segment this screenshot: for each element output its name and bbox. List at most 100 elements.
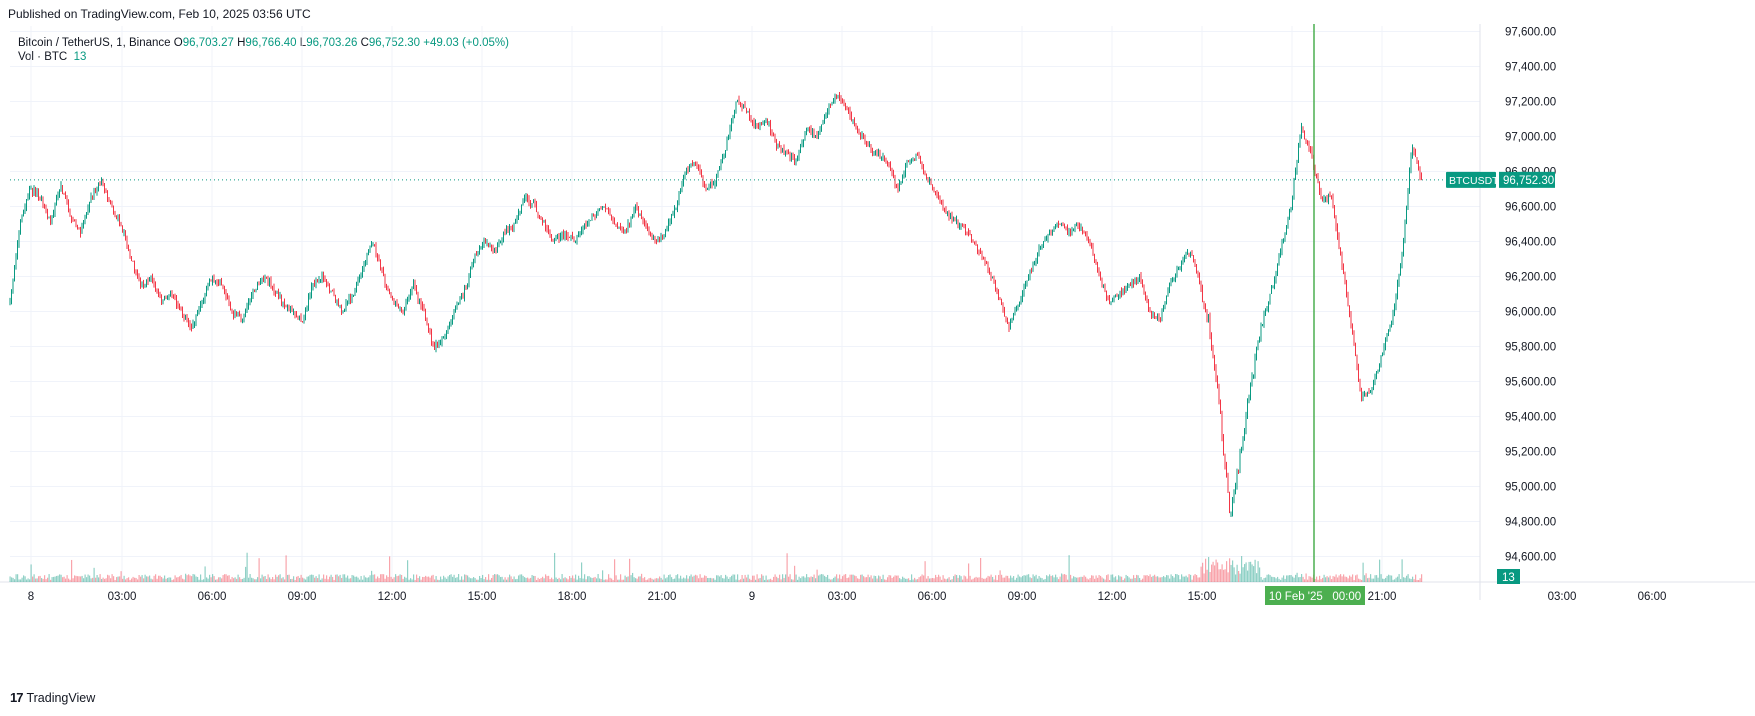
volume-bar: [734, 574, 736, 582]
volume-bar: [33, 574, 35, 582]
volume-bar: [143, 578, 145, 582]
volume-bar: [858, 578, 860, 582]
volume-bar: [1373, 578, 1375, 582]
volume-bar: [543, 578, 545, 582]
volume-bar: [1046, 575, 1048, 582]
volume-bar: [1061, 573, 1063, 582]
time-tick-label: 21:00: [648, 591, 677, 603]
volume-bar: [398, 575, 400, 582]
volume-bar: [14, 579, 16, 582]
volume-bar: [1109, 579, 1111, 582]
volume-bar: [651, 578, 653, 582]
volume-bar: [1401, 559, 1403, 582]
volume-bar: [765, 575, 767, 582]
volume-bar: [632, 572, 634, 582]
volume-bar: [566, 578, 568, 582]
volume-bar: [716, 575, 718, 582]
volume-bar: [351, 575, 353, 582]
volume-bar: [687, 578, 689, 582]
volume-bar: [1238, 570, 1240, 582]
tradingview-logo-icon: 17: [10, 690, 24, 705]
volume-bar: [318, 574, 320, 582]
volume-bar: [839, 574, 841, 582]
volume-bar: [18, 579, 20, 582]
cursor-time-badge: [1265, 586, 1365, 605]
volume-bar: [1188, 574, 1190, 582]
volume-bar: [506, 579, 508, 582]
volume-bar: [1041, 578, 1043, 582]
volume-bar: [473, 577, 475, 582]
volume-bar: [1164, 577, 1166, 582]
volume-bar: [593, 577, 595, 582]
volume-bar: [1248, 561, 1250, 582]
volume-bar: [1128, 577, 1130, 582]
volume-bar: [1421, 574, 1423, 582]
volume-bar: [431, 575, 433, 582]
volume-bar: [321, 578, 323, 582]
volume-bar: [264, 575, 266, 582]
volume-bar: [306, 576, 308, 582]
volume-bar: [1406, 575, 1408, 582]
volume-bar: [285, 555, 287, 582]
volume-bar: [1097, 577, 1099, 582]
volume-bar: [764, 579, 766, 582]
volume-bar: [78, 576, 80, 582]
volume-bar: [767, 579, 769, 582]
volume-bar: [855, 576, 857, 582]
volume-bar: [362, 579, 364, 582]
volume-bar: [375, 578, 377, 582]
volume-bar: [1068, 555, 1070, 582]
volume-bar: [726, 576, 728, 582]
volume-bar: [141, 575, 143, 582]
volume-bar: [824, 575, 826, 582]
volume-bar: [62, 577, 64, 582]
price-tick-label: 97,600.00: [1505, 27, 1556, 39]
volume-bar: [1382, 578, 1384, 582]
volume-bar: [908, 578, 910, 582]
volume-bar: [875, 576, 877, 582]
tradingview-footer[interactable]: 17 TradingView: [10, 690, 95, 705]
volume-bar: [951, 579, 953, 582]
volume-bar: [737, 574, 739, 582]
volume-bar: [176, 577, 178, 582]
volume-bar: [420, 579, 422, 582]
volume-bar: [450, 574, 452, 582]
volume-bar: [401, 574, 403, 582]
volume-bar: [684, 578, 686, 582]
volume-bar: [1106, 575, 1108, 582]
volume-bar: [63, 576, 65, 582]
volume-bar: [974, 577, 976, 582]
volume-bar: [582, 578, 584, 582]
volume-bar: [168, 577, 170, 582]
volume-bar: [41, 578, 43, 582]
volume-bar: [146, 576, 148, 582]
volume-bar: [686, 575, 688, 582]
volume-bar: [1328, 577, 1330, 582]
volume-bar: [1230, 564, 1232, 582]
volume-bar: [369, 575, 371, 582]
volume-bar: [183, 579, 185, 582]
price-tick-label: 96,000.00: [1505, 307, 1556, 319]
volume-bar: [551, 577, 553, 582]
volume-bar: [173, 579, 175, 582]
volume-bar: [1377, 577, 1379, 582]
volume-bar: [756, 574, 758, 582]
volume-bar: [30, 564, 32, 582]
cursor-time-label: 10 Feb '25 00:00: [1269, 591, 1361, 603]
price-axis[interactable]: 97,600.0097,400.0097,200.0097,000.0096,8…: [1446, 27, 1556, 585]
volume-bar: [1028, 574, 1030, 582]
volume-bar: [510, 576, 512, 582]
volume-bar: [563, 578, 565, 582]
volume-bar: [75, 575, 77, 582]
volume-bar: [213, 576, 215, 582]
volume-bar: [1206, 569, 1208, 582]
volume-bar: [753, 575, 755, 582]
volume-bar: [561, 574, 563, 582]
volume-bar: [216, 579, 218, 582]
volume-bar: [584, 574, 586, 582]
volume-bar: [158, 575, 160, 582]
volume-bar: [507, 577, 509, 582]
time-axis[interactable]: 8 03:00 06:00 09:00 12:00 15:00 18:00 21:00 9 03:…: [28, 586, 1667, 605]
volume-bar: [836, 574, 838, 582]
